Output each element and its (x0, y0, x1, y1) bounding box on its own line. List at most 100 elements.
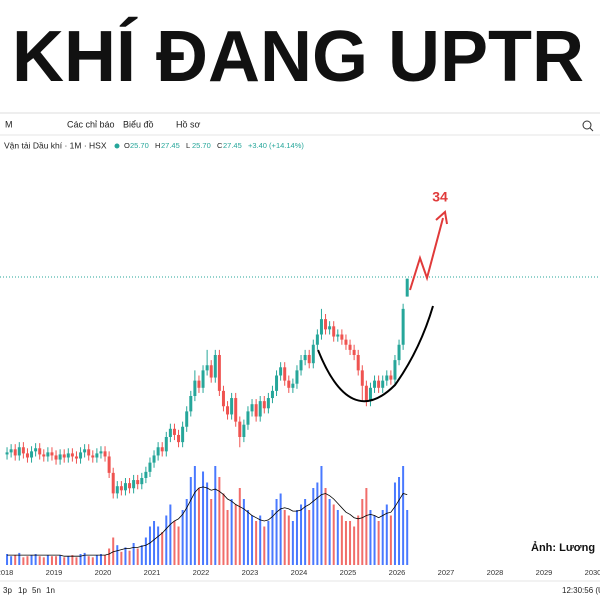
search-icon[interactable] (582, 120, 592, 130)
volume-bar (344, 521, 347, 565)
candle-body (205, 365, 209, 371)
candle-body (74, 456, 78, 459)
volume-bar (287, 515, 290, 565)
candle-body (62, 454, 66, 458)
candle-body (401, 308, 405, 345)
volume-bar (328, 499, 331, 565)
x-tick-label: 2021 (144, 568, 161, 577)
candle-body (348, 344, 352, 350)
candle-body (193, 380, 197, 396)
toolbar-item[interactable]: Biểu đồ (123, 119, 154, 129)
volume-bar (381, 510, 384, 565)
volume-bar (369, 510, 372, 565)
volume-bar (291, 521, 294, 565)
volume-bar (295, 510, 298, 565)
volume-bar (63, 557, 66, 565)
x-tick-label: 2018 (0, 568, 13, 577)
candle-body (270, 390, 274, 399)
volume-bar (26, 556, 29, 565)
ohlc-key: O (124, 141, 130, 150)
candle-body (128, 483, 132, 489)
candle-body (246, 411, 250, 425)
range-button[interactable]: 3p (3, 586, 12, 595)
volume-bar (336, 510, 339, 565)
search-icon (589, 127, 594, 132)
volume-bar (108, 548, 111, 565)
candle-body (328, 326, 332, 330)
range-button[interactable]: 1n (46, 586, 55, 595)
volume-bar (255, 521, 258, 565)
volume-bar (349, 521, 352, 565)
candle-body (83, 449, 87, 453)
volume-bar (377, 521, 380, 565)
volume-bar (177, 526, 180, 565)
status-dot (114, 143, 120, 149)
candle-body (385, 375, 389, 381)
volume-bar (30, 555, 33, 565)
range-button[interactable]: 1p (18, 586, 27, 595)
volume-bar (91, 557, 94, 565)
volume-bar (116, 545, 119, 565)
candle-body (250, 404, 254, 412)
candle-body (217, 355, 221, 391)
candle-body (242, 424, 246, 437)
volume-bar (406, 510, 409, 565)
ohlc-legend: O 25.70 H 27.45 L 25.70 C 27.45 +3.40 (+14.14%) (124, 141, 304, 150)
candle-body (38, 448, 42, 455)
volume-bar (50, 556, 53, 565)
candle-body (324, 319, 328, 330)
candle-body (295, 370, 299, 384)
candle-body (107, 456, 111, 473)
x-tick-label: 2022 (193, 568, 210, 577)
volume-bar (132, 543, 135, 565)
candle-body (275, 375, 279, 391)
toolbar-item[interactable]: Các chỉ báo (67, 119, 115, 129)
candle-body (30, 451, 34, 458)
volume-bar (393, 482, 396, 565)
volume-bar (242, 499, 245, 565)
candle-body (50, 452, 54, 456)
plot: 2018 2019 2020 2021 2022 2023 2024 2025 2026 2027… (0, 278, 600, 577)
candle-body (209, 365, 213, 378)
volume-bar (402, 466, 405, 565)
volume-bar (157, 526, 160, 565)
range-button[interactable]: 5n (32, 586, 41, 595)
candle-body (299, 360, 303, 371)
candle-body (307, 355, 311, 364)
target-label: 34 (432, 189, 448, 205)
candle-body (54, 455, 58, 460)
volume-bar (251, 515, 254, 565)
x-tick-label: 2023 (242, 568, 259, 577)
volume-bar (373, 515, 376, 565)
volume-bar (263, 526, 266, 565)
x-tick-label: 2020 (95, 568, 112, 577)
candle-body (103, 451, 107, 457)
candle-body (340, 334, 344, 340)
candle-body (377, 380, 381, 388)
candle-body (336, 334, 340, 337)
candle-body (152, 455, 156, 463)
toolbar-item[interactable]: M (5, 119, 13, 129)
toolbar-item[interactable]: Hồ sơ (176, 119, 201, 129)
volume-bar (259, 515, 262, 565)
candle-body (111, 472, 115, 494)
candle-body (226, 406, 230, 415)
cup-curve (317, 305, 434, 403)
volume-bar (283, 510, 286, 565)
candle-body (405, 278, 409, 297)
volume-bar (99, 554, 102, 565)
volume-bar (104, 555, 107, 565)
volume-bar (361, 499, 364, 565)
candle-body (168, 428, 172, 437)
candle-body (99, 451, 103, 454)
volume-bar (112, 537, 115, 565)
volume-bar (398, 477, 401, 565)
candle-body (160, 447, 164, 452)
candle-body (66, 453, 70, 458)
candle-body (189, 396, 193, 412)
candle-body (136, 480, 140, 485)
candle-body (311, 344, 315, 364)
headline: KHÍ ĐANG UPTR (12, 17, 584, 97)
volume-bar (10, 556, 13, 565)
